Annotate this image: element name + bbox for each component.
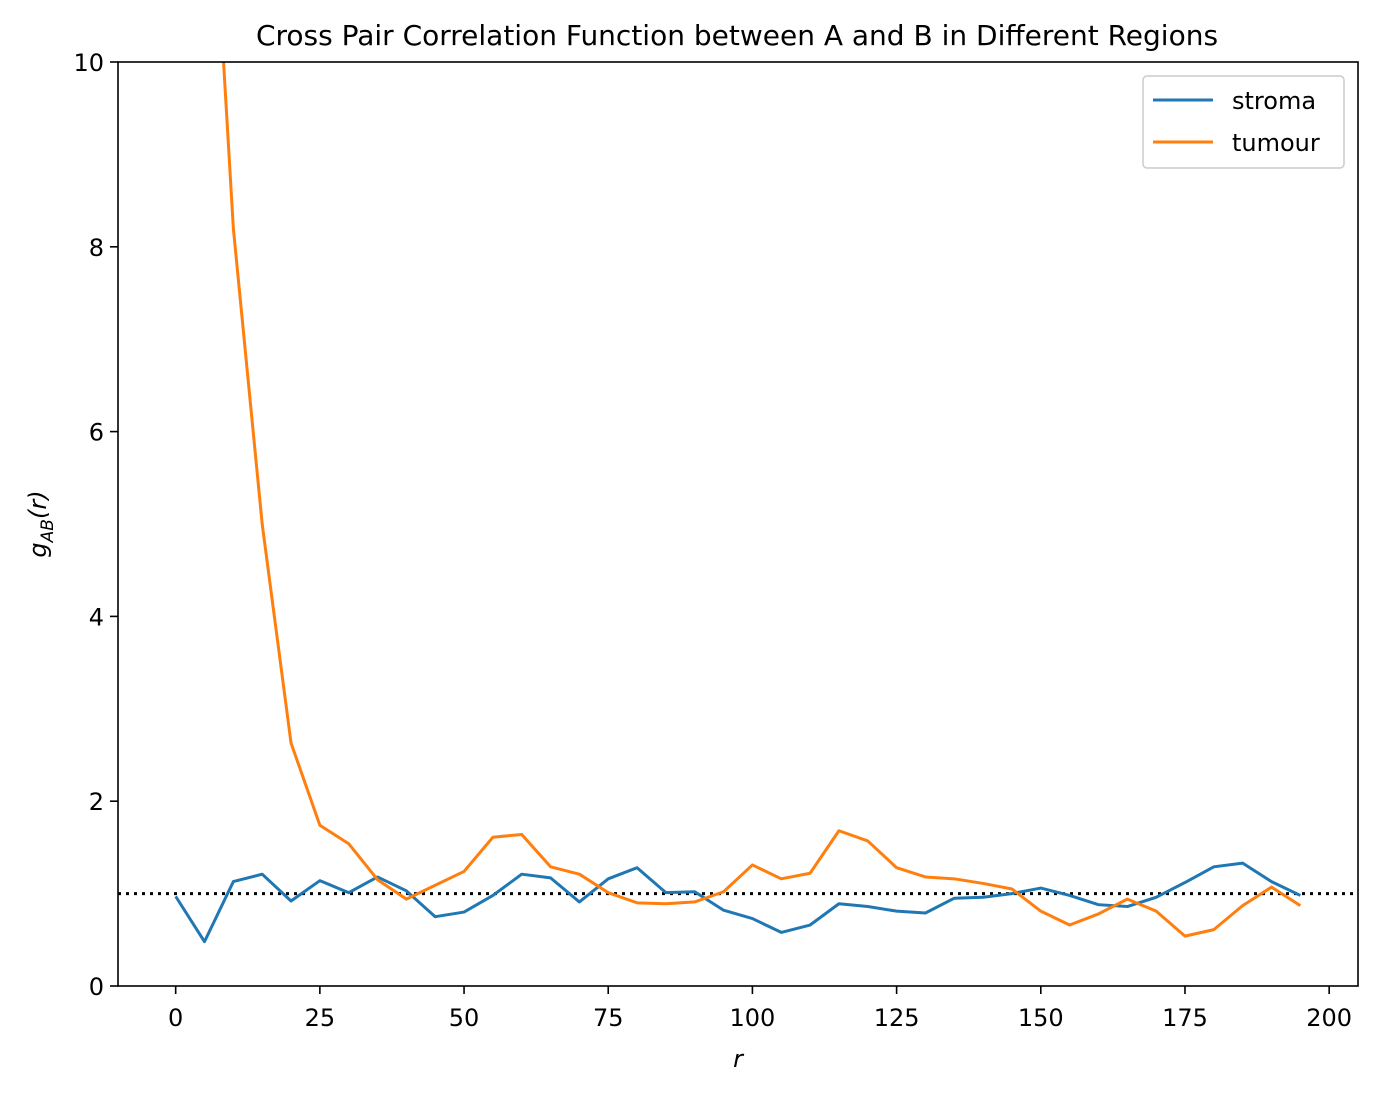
x-tick-label: 50 (449, 1004, 480, 1032)
legend-label-stroma: stroma (1232, 87, 1316, 115)
x-tick-label: 200 (1306, 1004, 1352, 1032)
y-axis-label-subscript: AB (38, 519, 58, 543)
y-tick-label: 2 (89, 788, 104, 816)
x-tick-label: 125 (874, 1004, 920, 1032)
legend-label-tumour: tumour (1232, 129, 1320, 157)
x-tick-label: 0 (168, 1004, 183, 1032)
y-tick-label: 10 (73, 49, 104, 77)
x-axis-label: r (733, 1045, 745, 1073)
x-tick-label: 75 (593, 1004, 624, 1032)
y-axis-label: gAB(r) (24, 490, 58, 557)
x-tick-label: 100 (730, 1004, 776, 1032)
legend: stroma tumour (1142, 75, 1345, 169)
series-line-tumour (222, 62, 1302, 938)
y-tick-label: 8 (89, 234, 104, 262)
y-axis-label-tail: (r) (24, 490, 52, 519)
chart-title: Cross Pair Correlation Function between … (256, 19, 1218, 52)
x-tick-label: 25 (305, 1004, 336, 1032)
x-tick-label: 150 (1018, 1004, 1064, 1032)
svg-text:gAB(r): gAB(r) (24, 490, 58, 557)
y-tick-label: 0 (89, 973, 104, 1001)
plot-frame (117, 61, 1359, 987)
x-tick-label: 175 (1162, 1004, 1208, 1032)
y-axis-label-main: g (24, 542, 52, 557)
x-axis-ticks: 0 25 50 75 100 125 150 175 200 (168, 986, 1352, 1032)
y-tick-label: 4 (89, 603, 104, 631)
y-axis-ticks: 0 2 4 6 8 10 (73, 49, 118, 1001)
y-tick-label: 6 (89, 419, 104, 447)
